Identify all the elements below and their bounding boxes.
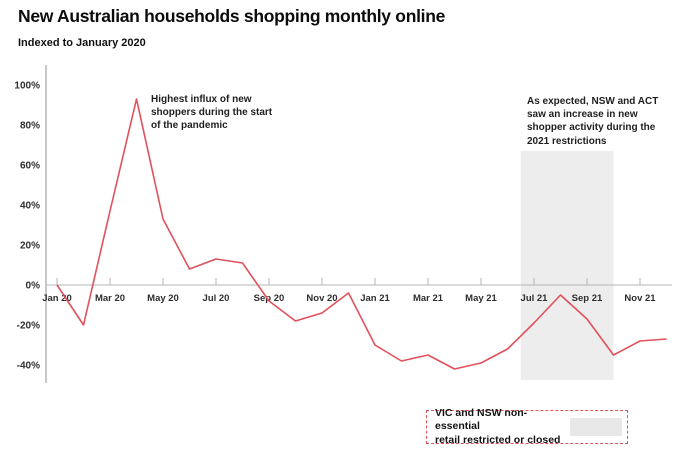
x-tick-label: Nov 21: [624, 293, 656, 304]
x-tick-label: May 21: [465, 293, 497, 304]
restriction-band: [520, 151, 614, 380]
x-tick-label: Sep 21: [572, 293, 603, 304]
x-tick-label: Sep 20: [254, 293, 285, 304]
y-tick-label: -20%: [17, 321, 40, 332]
legend-box: VIC and NSW non-essential retail restric…: [426, 407, 628, 446]
data-line: [56, 98, 667, 370]
y-tick-label: 80%: [20, 121, 40, 132]
y-tick-label: 20%: [20, 241, 40, 252]
x-tick-label: Jan 20: [42, 293, 72, 304]
legend-label: VIC and NSW non-essential retail restric…: [435, 406, 561, 446]
x-tick-label: Jan 21: [360, 293, 390, 304]
annotation-2021-restrictions: As expected, NSW and ACT saw an increase…: [527, 96, 659, 147]
x-tick-label: May 20: [147, 293, 179, 304]
y-tick-label: 40%: [20, 201, 40, 212]
x-tick-label: Mar 20: [95, 293, 125, 304]
chart-subtitle: Indexed to January 2020: [18, 37, 146, 49]
x-tick-label: Jul 21: [521, 293, 549, 304]
y-tick-label: 100%: [14, 81, 40, 92]
chart-title: New Australian households shopping month…: [18, 6, 446, 26]
x-tick-label: Mar 21: [413, 293, 444, 304]
x-tick-label: Nov 20: [306, 293, 337, 304]
annotation-pandemic-peak: Highest influx of new shoppers during th…: [151, 94, 273, 132]
y-tick-label: -40%: [17, 361, 40, 372]
legend-swatch: [570, 418, 622, 436]
y-tick-label: 0%: [26, 281, 41, 292]
y-tick-label: 60%: [20, 161, 40, 172]
x-tick-label: Jul 20: [203, 293, 230, 304]
line-chart: 100% 80% 60% 40% 20% 0% -20% -40% Jan 20 Mar 20 Ma…: [14, 65, 672, 383]
